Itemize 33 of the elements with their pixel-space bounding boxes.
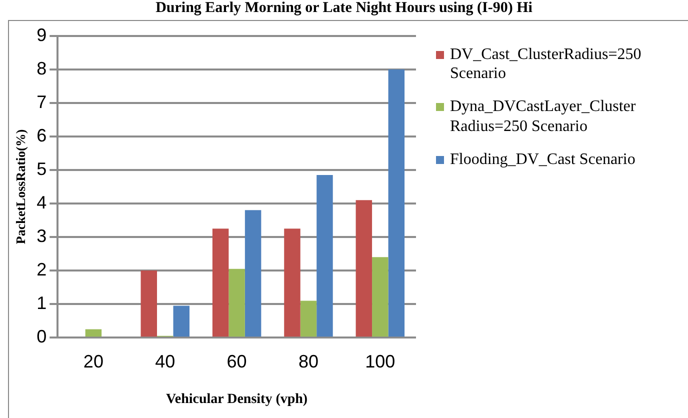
bar — [284, 228, 300, 337]
bar — [316, 174, 333, 337]
x-axis-title: Vehicular Density (vph) — [166, 392, 308, 408]
y-tick-label: 2 — [36, 260, 47, 280]
legend-label: Dyna_DVCastLayer_ClusterRadius=250 Scenario — [450, 97, 637, 136]
bar — [85, 329, 102, 337]
bar — [212, 228, 229, 337]
y-tick-label: 8 — [36, 58, 47, 78]
y-tick-label: 5 — [36, 158, 47, 179]
y-tick-label: 3 — [36, 226, 47, 246]
y-tick-label: 7 — [36, 92, 47, 112]
y-axis-title: PacketLossRatio(%) — [13, 129, 28, 244]
y-tick-label: 6 — [36, 125, 47, 146]
bar — [300, 300, 317, 337]
y-tick-label: 4 — [36, 192, 47, 212]
bar — [173, 306, 190, 337]
bar — [244, 210, 262, 337]
x-tick-label: 20 — [83, 351, 104, 372]
x-tick-label: 100 — [365, 351, 396, 372]
y-tick-label: 9 — [36, 24, 47, 45]
x-tick-label: 80 — [298, 351, 318, 372]
bar — [228, 268, 245, 337]
legend-label: Flooding_DV_Cast Scenario — [450, 150, 636, 169]
y-tick-label: 0 — [36, 326, 47, 347]
bar — [388, 69, 405, 337]
chart-title: During Early Morning or Late Night Hours using (I-90) Hi — [154, 0, 534, 17]
bar — [356, 200, 372, 337]
bar — [372, 257, 388, 337]
x-tick-label: 40 — [155, 351, 176, 372]
legend-label: DV_Cast_ClusterRadius=250 Scenario — [450, 45, 642, 84]
x-tick-label: 60 — [226, 351, 247, 372]
y-tick-label: 1 — [36, 293, 47, 314]
bar — [140, 270, 158, 337]
